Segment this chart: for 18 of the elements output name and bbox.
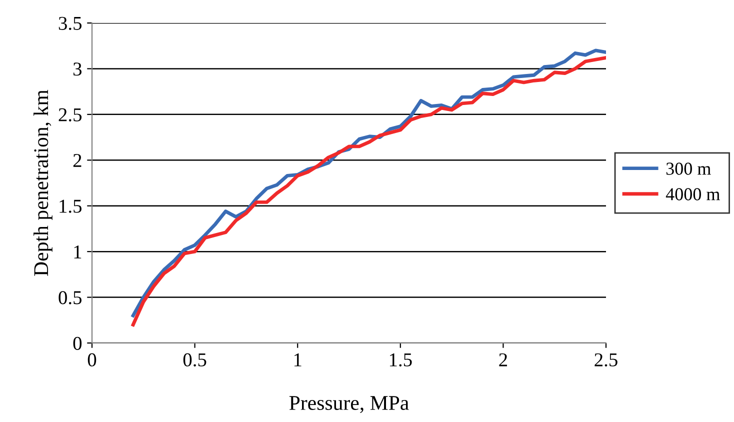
x-tick-label: 1.5 [390,353,412,366]
y-axis-title: Depth penetration, km [34,90,52,276]
legend-label: 4000 m [666,188,720,200]
x-tick-label: 0.5 [183,353,206,366]
x-axis-title: Pressure, MPa [289,396,409,414]
x-tick-label: 2.5 [594,353,618,366]
y-tick-label: 3 [73,62,82,76]
x-tick-label: 2 [499,353,507,366]
legend-label: 300 m [666,162,711,175]
x-tick-label: 1 [294,353,302,366]
y-tick-label: 0.5 [58,291,82,304]
y-tick-label: 2 [73,154,82,167]
y-tick-label: 1 [74,245,82,258]
x-tick-label: 0 [88,353,96,366]
y-tick-label: 1.5 [60,200,82,213]
y-tick-label: 3.5 [58,16,82,30]
y-tick-label: 2.5 [58,108,82,122]
y-tick-label: 0 [73,336,82,350]
